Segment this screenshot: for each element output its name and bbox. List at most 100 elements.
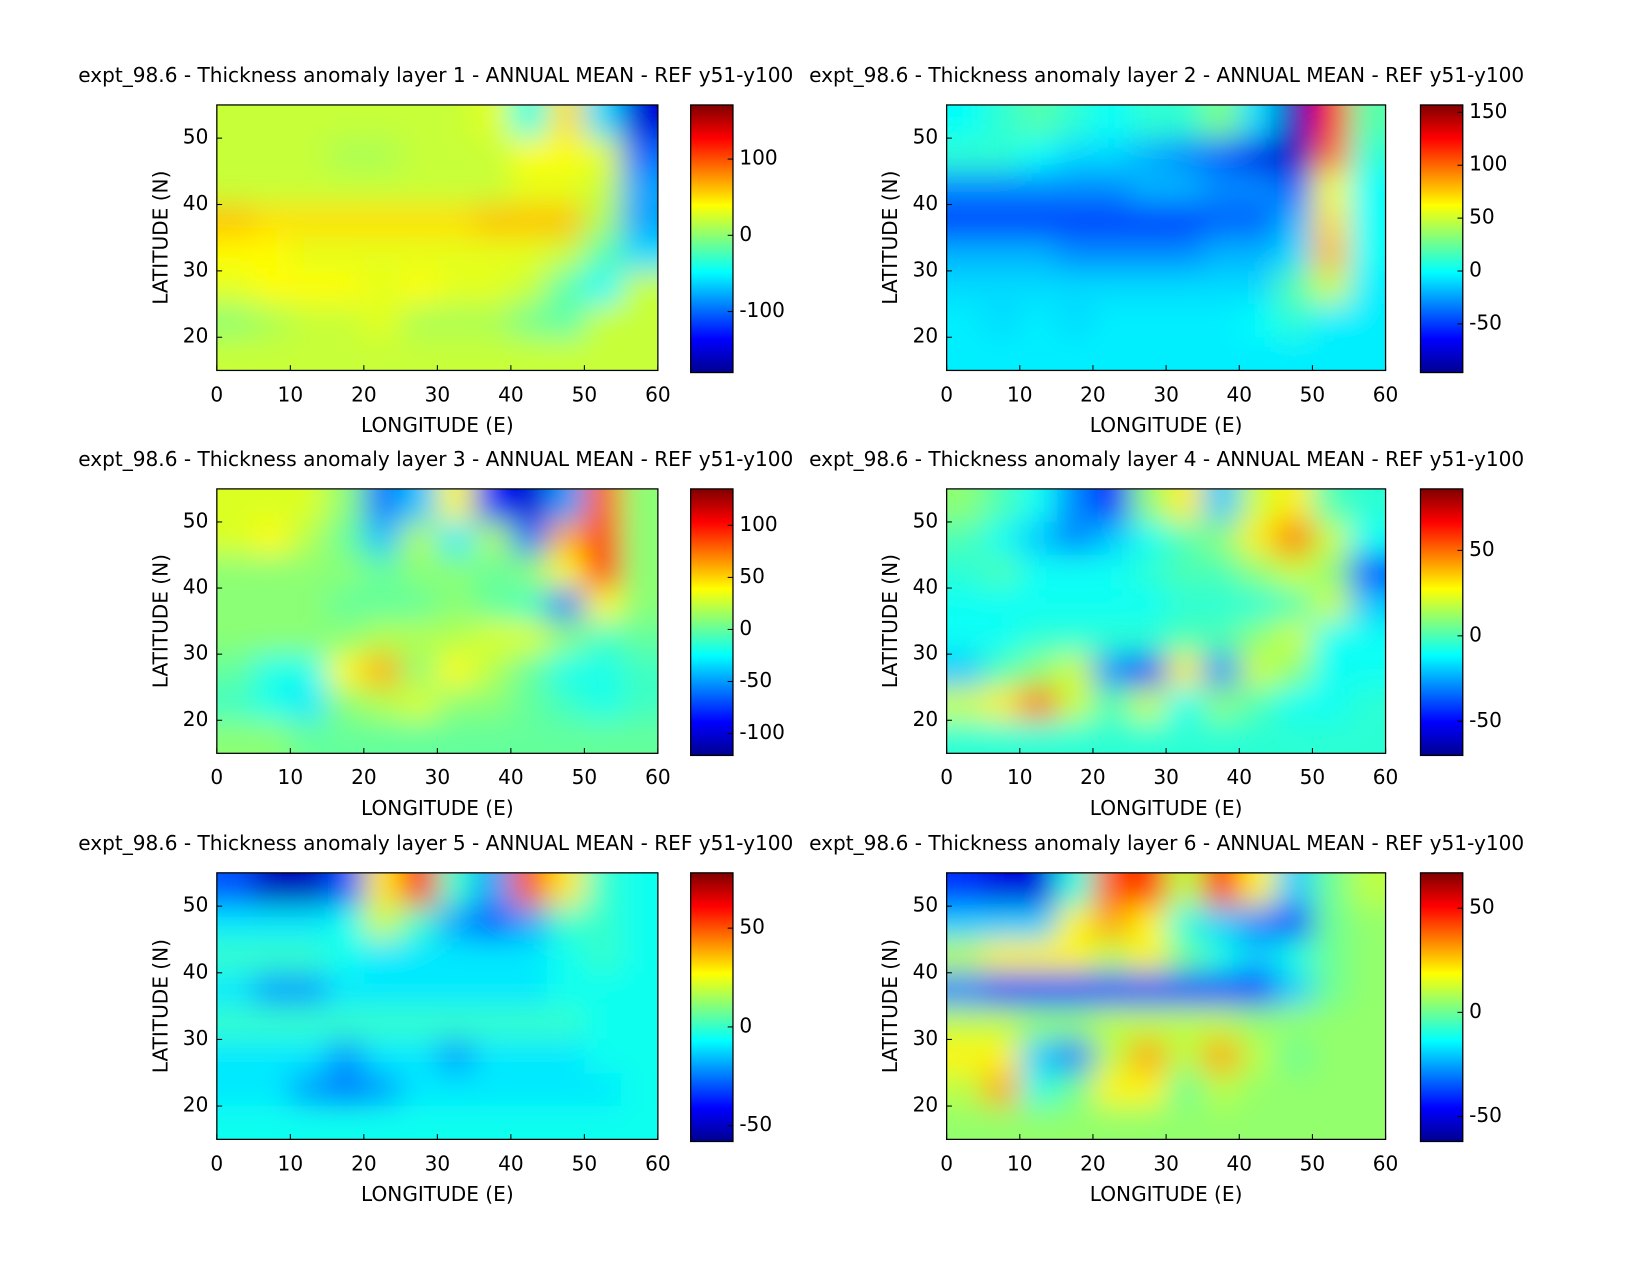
field-cell — [621, 1006, 658, 1040]
field-cell — [363, 654, 402, 688]
field-cell — [621, 588, 658, 622]
field-cell — [474, 237, 512, 272]
field-cell — [474, 939, 512, 974]
field-cell — [1348, 872, 1386, 907]
field-cell — [327, 621, 365, 655]
field-cell — [253, 588, 291, 622]
field-cell — [1275, 1106, 1313, 1140]
field-cell — [474, 138, 512, 172]
field-cell — [1092, 872, 1131, 907]
field-cell — [547, 521, 585, 556]
field-cell — [363, 939, 402, 974]
field-cell — [437, 204, 475, 239]
field-cell — [584, 488, 622, 523]
field-cell — [1056, 1006, 1094, 1040]
field-cell — [327, 521, 365, 556]
field-cell — [621, 304, 658, 338]
x-tick-label: 20 — [351, 1151, 377, 1175]
field-cell — [474, 872, 512, 907]
field-cell — [1275, 488, 1313, 523]
field-cell — [1239, 1039, 1277, 1074]
field-cell — [290, 555, 328, 589]
field-cell — [1166, 588, 1204, 622]
field-cell — [1275, 204, 1313, 239]
colorbar — [1419, 104, 1464, 374]
field-cell — [1166, 337, 1204, 371]
field-cell — [584, 1106, 622, 1140]
field-cell — [584, 1039, 622, 1074]
field-cell — [290, 872, 328, 907]
field-cell — [1202, 521, 1240, 556]
y-tick-label: 50 — [913, 125, 939, 149]
x-tick-label: 30 — [425, 1151, 451, 1175]
field-cell — [1348, 972, 1386, 1007]
field-cell — [1239, 621, 1277, 655]
field-cell — [1166, 939, 1204, 974]
field-cell — [946, 720, 984, 754]
field-cell — [1275, 872, 1313, 907]
field-cell — [1166, 687, 1204, 721]
field-cell — [327, 204, 365, 239]
field-cell — [1312, 872, 1350, 907]
field-cell — [1348, 204, 1386, 239]
field-cell — [290, 1106, 328, 1140]
field-cell — [584, 555, 622, 589]
field — [946, 872, 1386, 1140]
x-tick-label: 20 — [351, 765, 377, 789]
y-tick-label: 50 — [183, 893, 209, 917]
field-cell — [474, 621, 512, 655]
field-cell — [1019, 1072, 1057, 1107]
field-cell — [1348, 237, 1386, 272]
x-tick-label: 60 — [645, 765, 671, 789]
field-cell — [510, 1072, 549, 1107]
field-cell — [474, 488, 512, 523]
field-cell — [621, 104, 658, 139]
field-cell — [1166, 720, 1204, 754]
field-cell — [983, 1106, 1021, 1140]
x-tick-label: 10 — [278, 1151, 304, 1175]
field-cell — [621, 138, 658, 172]
field-cell — [363, 237, 402, 272]
field-cell — [584, 104, 622, 139]
field-cell — [547, 972, 585, 1007]
field-cell — [290, 304, 328, 338]
field-cell — [327, 488, 365, 523]
field-cell — [1092, 939, 1131, 974]
field-cell — [584, 720, 622, 754]
field-cell — [400, 872, 438, 907]
field-cell — [983, 171, 1021, 206]
field-cell — [216, 1072, 255, 1107]
field-cell — [983, 204, 1021, 239]
field-cell — [1275, 521, 1313, 556]
y-tick-label: 20 — [183, 1093, 209, 1117]
field-cell — [584, 654, 622, 688]
field-cell — [1129, 171, 1167, 206]
field-cell — [437, 687, 475, 721]
field-cell — [1092, 1072, 1131, 1107]
colorbar-tick-label: -50 — [739, 668, 772, 692]
panel-title: expt_98.6 - Thickness anomaly layer 3 - … — [78, 447, 793, 471]
x-tick-label: 50 — [572, 765, 598, 789]
field-cell — [983, 1006, 1021, 1040]
field-cell — [474, 555, 512, 589]
field-cell — [510, 1106, 549, 1140]
field-cell — [1019, 270, 1057, 305]
field-cell — [400, 621, 438, 655]
field-cell — [1129, 621, 1167, 655]
field-cell — [290, 1072, 328, 1107]
field-cell — [1312, 972, 1350, 1007]
field — [216, 872, 658, 1140]
field-cell — [437, 939, 475, 974]
field-cell — [1202, 1006, 1240, 1040]
field-cell — [1166, 872, 1204, 907]
field-cell — [327, 555, 365, 589]
x-tick-label: 10 — [278, 382, 304, 406]
field-cell — [1129, 972, 1167, 1007]
x-tick-label: 0 — [210, 382, 223, 406]
field-cells — [216, 104, 658, 371]
field-cell — [290, 1039, 328, 1074]
field-cell — [1092, 521, 1131, 556]
field-cell — [400, 720, 438, 754]
field-cell — [1166, 906, 1204, 940]
x-tick-label: 10 — [1007, 765, 1033, 789]
